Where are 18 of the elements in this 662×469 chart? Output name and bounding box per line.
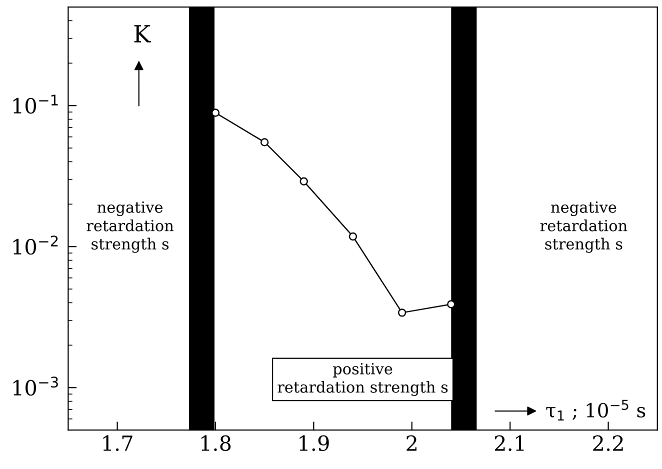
point: [300, 177, 308, 186]
x-tick-label: 2.1: [494, 435, 524, 452]
x-tick-label: 1.7: [103, 435, 132, 452]
y-tick-label: 10$^{−3}$: [13, 376, 58, 396]
annotation: positive retardation strength s: [278, 363, 448, 396]
x-tick-label: 2: [406, 435, 416, 451]
x-axis-title: τ$_{1}$ ; 10$^{−5}$ s: [546, 400, 646, 420]
point: [348, 232, 358, 241]
y-axis-title: K: [134, 25, 152, 42]
x-tick-label: 1.9: [300, 435, 329, 452]
annotation: negative retardation strength s: [86, 201, 174, 253]
point: [260, 138, 269, 146]
x-tick-label: 2.2: [593, 435, 623, 452]
x-tick-label: 1.8: [201, 435, 231, 452]
y-tick-label: 10$^{−1}$: [13, 94, 58, 114]
annotation: negative retardation strength s: [540, 201, 628, 253]
point: [398, 308, 406, 317]
y-tick-label: 10$^{−2}$: [13, 236, 58, 255]
